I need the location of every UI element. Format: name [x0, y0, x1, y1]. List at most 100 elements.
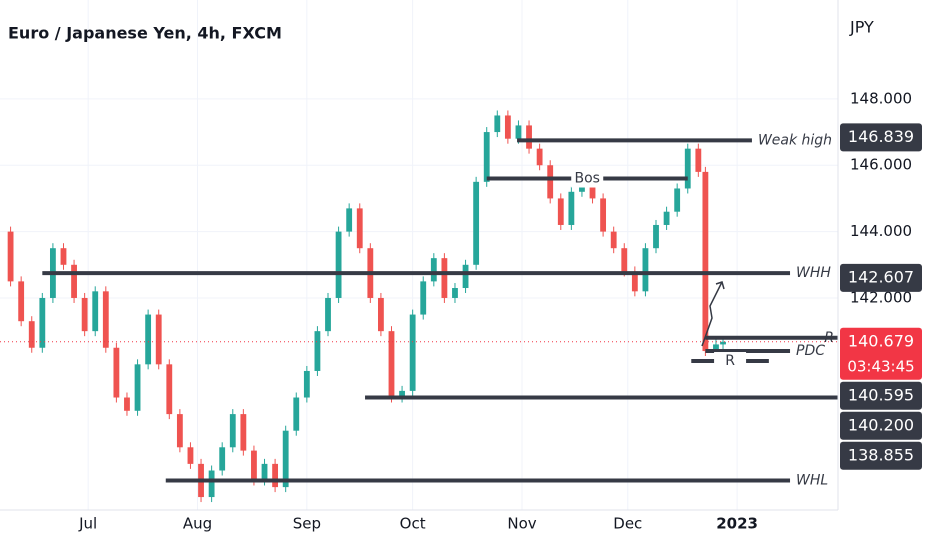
candle	[684, 148, 691, 189]
candle	[377, 297, 384, 332]
candle	[187, 447, 194, 464]
candle	[483, 132, 490, 182]
x-tick-label: Nov	[507, 515, 536, 533]
currency: JPY	[849, 18, 874, 37]
price-tag	[840, 381, 922, 410]
countdown: 03:43:45	[847, 357, 914, 375]
candle	[713, 344, 719, 352]
candle	[124, 397, 130, 411]
x-tick-label: Oct	[400, 515, 426, 533]
candle	[261, 463, 268, 481]
arrow-drawing	[701, 281, 725, 347]
y-tick-label: 148.000	[850, 89, 912, 107]
candle	[219, 447, 226, 471]
candle	[356, 208, 363, 249]
candle	[515, 125, 522, 139]
candle	[325, 297, 331, 332]
candle	[720, 341, 726, 345]
candle	[621, 248, 628, 272]
candle	[176, 414, 183, 448]
price-tag	[840, 123, 922, 152]
candle	[346, 208, 353, 232]
candle	[240, 414, 247, 451]
price-tag-label: 142.607	[848, 267, 914, 286]
candle	[695, 148, 702, 172]
level-label: R	[725, 353, 735, 369]
candle	[18, 281, 25, 322]
candle	[504, 115, 511, 139]
level-label: PDC	[796, 343, 825, 359]
candle	[536, 148, 543, 166]
candle	[113, 347, 120, 398]
x-tick-label: 2023	[716, 515, 758, 533]
candle	[547, 165, 554, 199]
candle	[568, 191, 575, 225]
candle	[473, 181, 480, 265]
candle	[81, 297, 88, 332]
candle	[102, 291, 109, 348]
candle	[600, 198, 607, 232]
level-label: Bos	[575, 171, 600, 187]
x-tick-label: Dec	[613, 515, 642, 533]
candle	[589, 178, 596, 199]
candle	[610, 231, 617, 249]
candle	[293, 397, 300, 431]
candle	[28, 321, 35, 348]
candle	[526, 125, 532, 149]
level-label: WHL	[796, 472, 828, 488]
candle	[71, 264, 77, 298]
candle	[314, 331, 321, 371]
candle	[272, 463, 279, 488]
candle	[335, 231, 342, 298]
candle	[409, 314, 416, 391]
candle	[702, 171, 709, 352]
candle	[462, 264, 469, 289]
candle	[134, 364, 141, 411]
x-tick-label: Sep	[293, 515, 321, 533]
candle	[441, 258, 448, 298]
price-tag	[840, 327, 922, 380]
price-tag-label: 140.679	[848, 331, 914, 350]
candle	[282, 430, 289, 488]
level-label: R	[824, 330, 834, 346]
candle	[388, 331, 395, 398]
candle	[145, 314, 152, 365]
candle	[452, 288, 458, 298]
y-tick-label: 146.000	[850, 156, 912, 174]
y-tick-label: 142.000	[850, 288, 912, 306]
x-tick-label: Aug	[183, 515, 212, 533]
candle	[420, 281, 427, 315]
price-tag-label: 140.595	[848, 385, 914, 404]
price-tag	[840, 411, 922, 440]
price-tag-label: 140.200	[848, 415, 914, 434]
candle	[653, 224, 659, 249]
x-tick-label: Jul	[78, 515, 97, 533]
candle	[251, 450, 257, 481]
y-tick-label: 144.000	[850, 222, 912, 240]
price-tag	[840, 263, 922, 292]
candle	[642, 248, 649, 292]
candle	[557, 198, 564, 225]
candle	[663, 211, 670, 225]
level-label: Weak high	[758, 132, 832, 148]
candle	[39, 297, 46, 348]
candle	[7, 231, 14, 282]
price-tag-label: 138.855	[848, 445, 914, 464]
candle	[60, 248, 67, 265]
candle	[208, 470, 215, 498]
level-label-bg	[571, 169, 604, 188]
level-label-bg	[714, 352, 747, 371]
candle	[399, 390, 405, 398]
candle	[303, 370, 310, 398]
candle	[430, 258, 437, 282]
candle	[166, 364, 173, 415]
candle	[92, 291, 99, 332]
chart-title: Euro / Japanese Yen, 4h, FXCM	[8, 24, 282, 43]
candle	[229, 414, 236, 448]
price-tag	[840, 441, 922, 470]
candle	[631, 271, 638, 292]
candle	[494, 115, 501, 133]
